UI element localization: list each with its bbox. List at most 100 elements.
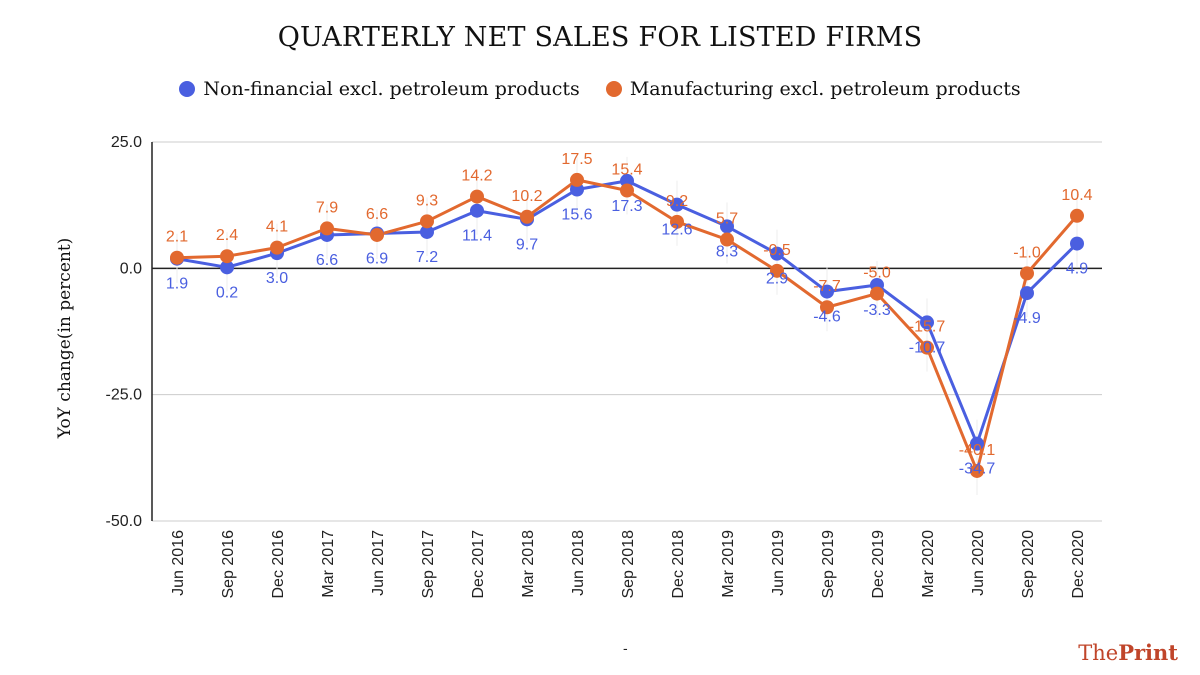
data-label-0: 17.3 xyxy=(611,198,642,215)
data-label-0: -4.6 xyxy=(813,309,841,326)
data-point-0[interactable] xyxy=(570,182,584,197)
data-point-1[interactable] xyxy=(820,300,834,315)
data-point-1[interactable] xyxy=(770,263,784,278)
data-label-1: 15.4 xyxy=(611,162,642,179)
data-label-1: 9.2 xyxy=(666,193,688,210)
data-point-1[interactable] xyxy=(720,232,734,247)
data-point-1[interactable] xyxy=(170,250,184,265)
x-tick-label: Dec 2016 xyxy=(270,530,287,599)
y-tick-label: 0.0 xyxy=(120,260,142,277)
data-point-0[interactable] xyxy=(420,224,434,239)
footer-note: - xyxy=(623,640,628,656)
data-point-1[interactable] xyxy=(1020,266,1034,281)
legend: Non-financial excl. petroleum products M… xyxy=(0,78,1200,100)
data-point-0[interactable] xyxy=(620,173,634,188)
y-tick-label: 25.0 xyxy=(111,134,142,151)
data-label-1: 10.4 xyxy=(1061,187,1092,204)
data-point-1[interactable] xyxy=(320,221,334,236)
data-label-0: 0.2 xyxy=(216,284,238,301)
x-tick-label: Sep 2020 xyxy=(1020,530,1037,599)
legend-label-manufacturing: Manufacturing excl. petroleum products xyxy=(629,78,1021,100)
x-tick-label: Jun 2017 xyxy=(370,530,387,596)
data-label-0: 2.9 xyxy=(766,271,788,288)
data-label-0: -3.3 xyxy=(863,302,891,319)
data-label-1: -7.7 xyxy=(813,278,841,295)
data-point-0[interactable] xyxy=(970,436,984,451)
chart-title: QUARTERLY NET SALES FOR LISTED FIRMS xyxy=(277,22,923,53)
data-point-1[interactable] xyxy=(920,340,934,355)
x-tick-label: Dec 2020 xyxy=(1070,530,1087,599)
x-tick-label: Dec 2017 xyxy=(470,530,487,599)
data-label-0: 6.6 xyxy=(316,252,338,269)
data-label-1: -5.0 xyxy=(863,265,891,282)
data-point-1[interactable] xyxy=(620,183,634,198)
data-point-1[interactable] xyxy=(420,214,434,229)
gridlines xyxy=(151,141,1102,522)
y-axis-label: YoY change(in percent) xyxy=(55,238,75,440)
x-tick-label: Jun 2020 xyxy=(970,530,987,596)
data-label-0: 12.6 xyxy=(661,222,692,239)
x-tick-label: Dec 2018 xyxy=(670,530,687,599)
y-tick-label: -25.0 xyxy=(106,387,143,404)
y-axis-ticks: 25.0 0.0 -25.0 -50.0 xyxy=(106,134,143,530)
data-point-0[interactable] xyxy=(1070,236,1084,251)
data-point-1[interactable] xyxy=(870,286,884,301)
y-tick-label: -50.0 xyxy=(106,513,143,530)
legend-marker-non-financial xyxy=(179,81,196,97)
x-tick-label: Mar 2019 xyxy=(720,530,737,598)
x-tick-label: Dec 2019 xyxy=(870,530,887,599)
data-point-0[interactable] xyxy=(820,284,834,299)
series-group xyxy=(170,172,1084,478)
data-point-0[interactable] xyxy=(1020,286,1034,301)
data-point-1[interactable] xyxy=(970,463,984,478)
data-label-1: 4.1 xyxy=(266,219,288,236)
x-tick-label: Jun 2019 xyxy=(770,530,787,596)
brand-suffix: Print xyxy=(1118,640,1178,665)
x-tick-label: Sep 2017 xyxy=(420,530,437,599)
data-label-0: 11.4 xyxy=(462,228,492,245)
legend-item-non-financial: Non-financial excl. petroleum products xyxy=(179,78,580,100)
data-point-1[interactable] xyxy=(1070,208,1084,223)
data-label-0: 7.2 xyxy=(416,249,438,266)
data-label-0: 4.9 xyxy=(1066,261,1088,278)
data-point-1[interactable] xyxy=(270,240,284,255)
data-point-1[interactable] xyxy=(370,227,384,242)
data-label-1: -1.0 xyxy=(1013,244,1041,261)
x-tick-label: Mar 2017 xyxy=(320,530,337,598)
data-point-0[interactable] xyxy=(720,219,734,234)
x-tick-label: Mar 2020 xyxy=(920,530,937,598)
data-label-0: 15.6 xyxy=(561,207,592,224)
series-line-0 xyxy=(176,179,1079,446)
data-label-0: 9.7 xyxy=(516,236,538,253)
x-axis-ticks: Jun 2016 Sep 2016 Dec 2016 Mar 2017 Jun 2017… xyxy=(170,530,1087,599)
data-label-1: 10.2 xyxy=(511,188,542,205)
data-point-0[interactable] xyxy=(770,246,784,261)
data-point-1[interactable] xyxy=(670,214,684,229)
x-tick-label: Sep 2019 xyxy=(820,530,837,599)
data-label-0: 6.9 xyxy=(366,250,388,267)
data-label-1: 9.3 xyxy=(416,192,438,209)
data-label-1: 7.9 xyxy=(316,199,338,216)
data-label-0: -4.9 xyxy=(1013,310,1041,327)
brand-logo: ThePrint xyxy=(1078,640,1178,665)
data-label-1: -0.5 xyxy=(763,242,791,259)
x-tick-label: Sep 2018 xyxy=(620,530,637,599)
data-point-0[interactable] xyxy=(470,203,484,218)
data-point-1[interactable] xyxy=(220,249,234,264)
data-label-1: -40.1 xyxy=(959,442,996,459)
data-label-0: -10.7 xyxy=(909,339,946,356)
x-tick-label: Jun 2018 xyxy=(570,530,587,596)
data-point-1[interactable] xyxy=(520,209,534,224)
data-point-0[interactable] xyxy=(670,197,684,212)
x-tick-label: Mar 2018 xyxy=(520,530,537,598)
data-point-0[interactable] xyxy=(920,315,934,330)
data-label-1: -15.7 xyxy=(909,319,946,336)
data-labels: 1.9 0.2 3.0 6.6 6.9 7.2 11.4 9.7 15.6 17.3 12.6 8.3… xyxy=(166,151,1093,478)
data-point-0[interactable] xyxy=(220,260,234,275)
data-label-1: 2.1 xyxy=(166,229,188,246)
data-label-1: 2.4 xyxy=(216,227,238,244)
data-point-1[interactable] xyxy=(570,172,584,187)
data-label-0: 3.0 xyxy=(266,270,288,287)
data-point-1[interactable] xyxy=(470,189,484,204)
legend-item-manufacturing: Manufacturing excl. petroleum products xyxy=(605,78,1021,100)
